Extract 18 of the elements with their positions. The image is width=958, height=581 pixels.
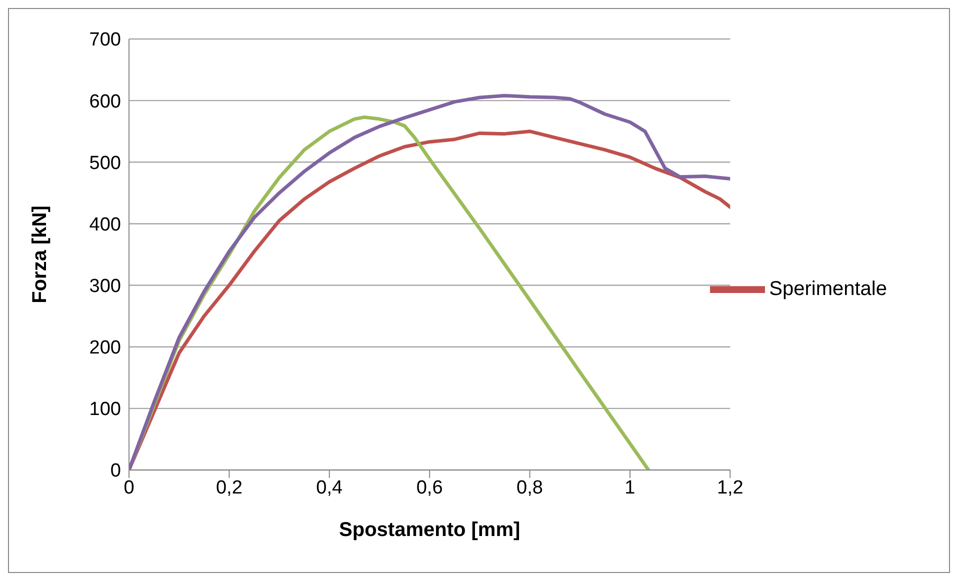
y-tick-label: 300 xyxy=(89,276,121,298)
x-tick-label: 0,4 xyxy=(316,477,344,498)
y-axis-title: Forza [kN] xyxy=(29,206,52,304)
x-tick-label: 1 xyxy=(624,477,636,498)
legend-label: Sperimentale xyxy=(769,278,887,300)
x-axis-title: Spostamento [mm] xyxy=(339,519,520,541)
y-tick-label: 200 xyxy=(89,338,121,359)
y-tick-label: 0 xyxy=(110,460,121,482)
y-tick-label: 100 xyxy=(89,399,121,420)
y-tick-label: 700 xyxy=(89,30,121,51)
x-tick-label: 1,2 xyxy=(716,477,744,498)
y-tick-label: 600 xyxy=(89,91,121,112)
y-tick-label: 500 xyxy=(89,152,121,174)
x-tick-label: 0,6 xyxy=(416,477,443,498)
y-tick-label: 400 xyxy=(89,214,121,236)
x-tick-label: 0,8 xyxy=(516,477,543,498)
x-tick-label: 0,2 xyxy=(216,477,242,498)
x-tick-label: 0 xyxy=(124,477,134,498)
